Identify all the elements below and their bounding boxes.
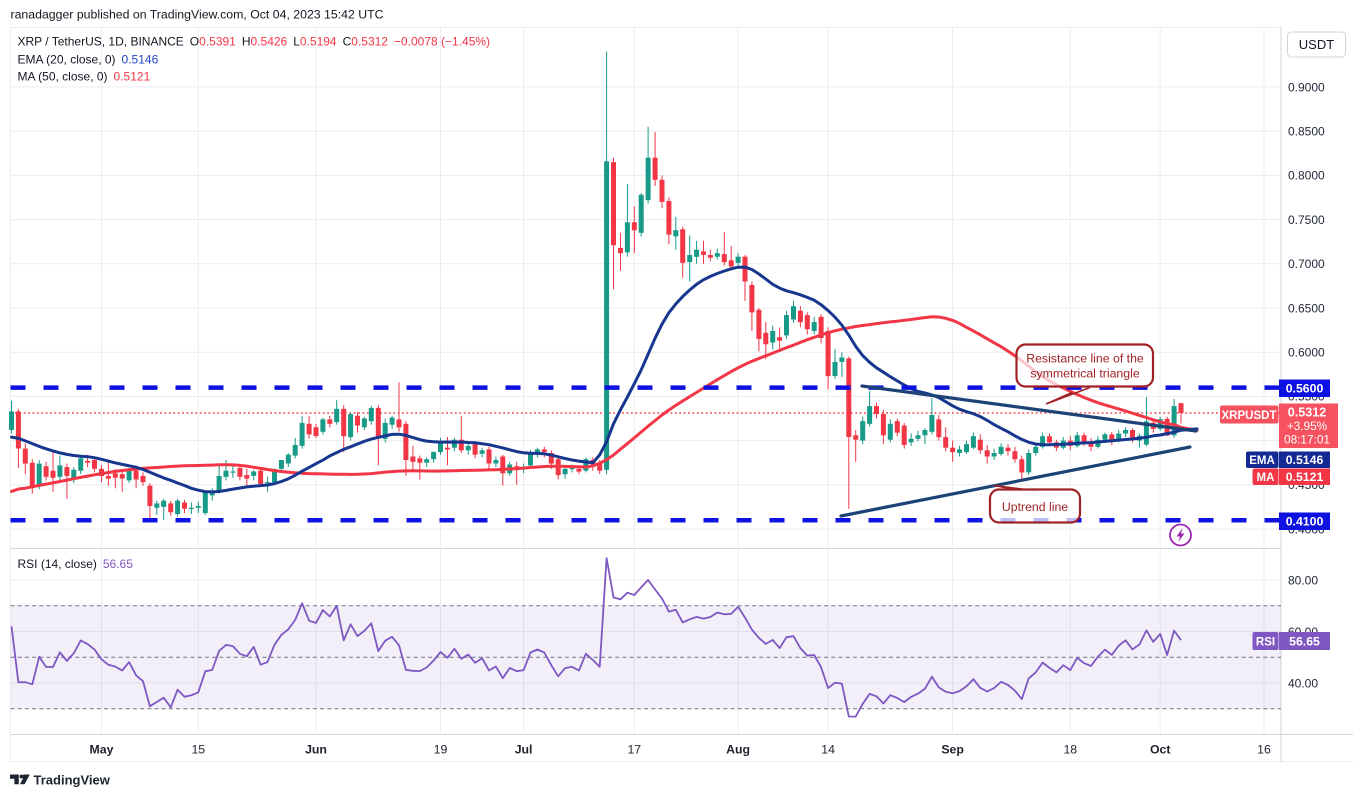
svg-text:40.00: 40.00 [1288,676,1318,690]
svg-text:0.7500: 0.7500 [1288,213,1325,227]
svg-text:16: 16 [1257,743,1271,757]
svg-text:0.8500: 0.8500 [1288,125,1325,139]
svg-text:0.8000: 0.8000 [1288,169,1325,183]
svg-text:Jun: Jun [305,743,327,757]
svg-text:RSI (14, close) 56.65: RSI (14, close) 56.65 [18,557,134,571]
svg-text:ranadagger published on Tradin: ranadagger published on TradingView.com,… [11,8,384,22]
svg-text:0.4100: 0.4100 [1286,515,1324,529]
svg-text:0.5121: 0.5121 [1286,470,1324,484]
svg-text:0.5312: 0.5312 [1288,406,1327,420]
svg-text:EMA: EMA [1249,455,1275,467]
svg-text:MA (50, close, 0) 0.5121: MA (50, close, 0) 0.5121 [18,70,151,84]
svg-text:0.7000: 0.7000 [1288,257,1325,271]
svg-text:RSI: RSI [1256,637,1275,649]
svg-text:May: May [90,743,114,757]
svg-text:Oct: Oct [1150,743,1171,757]
svg-text:18: 18 [1063,743,1077,757]
svg-text:56.65: 56.65 [1289,635,1320,649]
svg-text:14: 14 [821,743,835,757]
svg-text:15: 15 [191,743,205,757]
svg-text:17: 17 [627,743,641,757]
svg-text:0.5600: 0.5600 [1286,382,1324,396]
svg-text:Sep: Sep [941,743,964,757]
svg-text:19: 19 [434,743,448,757]
svg-text:MA: MA [1257,472,1275,484]
svg-text:XRPUSDT: XRPUSDT [1222,410,1277,422]
svg-text:0.5146: 0.5146 [1286,453,1324,467]
svg-text:0.9000: 0.9000 [1288,80,1325,94]
svg-text:+3.95%: +3.95% [1287,419,1328,433]
svg-text:0.6000: 0.6000 [1288,346,1325,360]
svg-text:Jul: Jul [515,743,533,757]
svg-text:80.00: 80.00 [1288,573,1318,587]
svg-text:symmetrical triangle: symmetrical triangle [1030,367,1139,381]
svg-text:USDT: USDT [1299,37,1334,52]
svg-text:XRP / TetherUS, 1D, BINANCE O0: XRP / TetherUS, 1D, BINANCE O0.5391 H0.5… [18,35,491,49]
svg-text:Uptrend line: Uptrend line [1002,500,1068,514]
svg-text:08:17:01: 08:17:01 [1284,433,1330,447]
svg-text:TradingView: TradingView [34,773,111,788]
svg-text:0.6500: 0.6500 [1288,301,1325,315]
svg-text:Aug: Aug [726,743,750,757]
svg-text:Resistance line of the: Resistance line of the [1026,352,1144,366]
svg-text:EMA (20, close, 0) 0.5146: EMA (20, close, 0) 0.5146 [18,53,159,67]
